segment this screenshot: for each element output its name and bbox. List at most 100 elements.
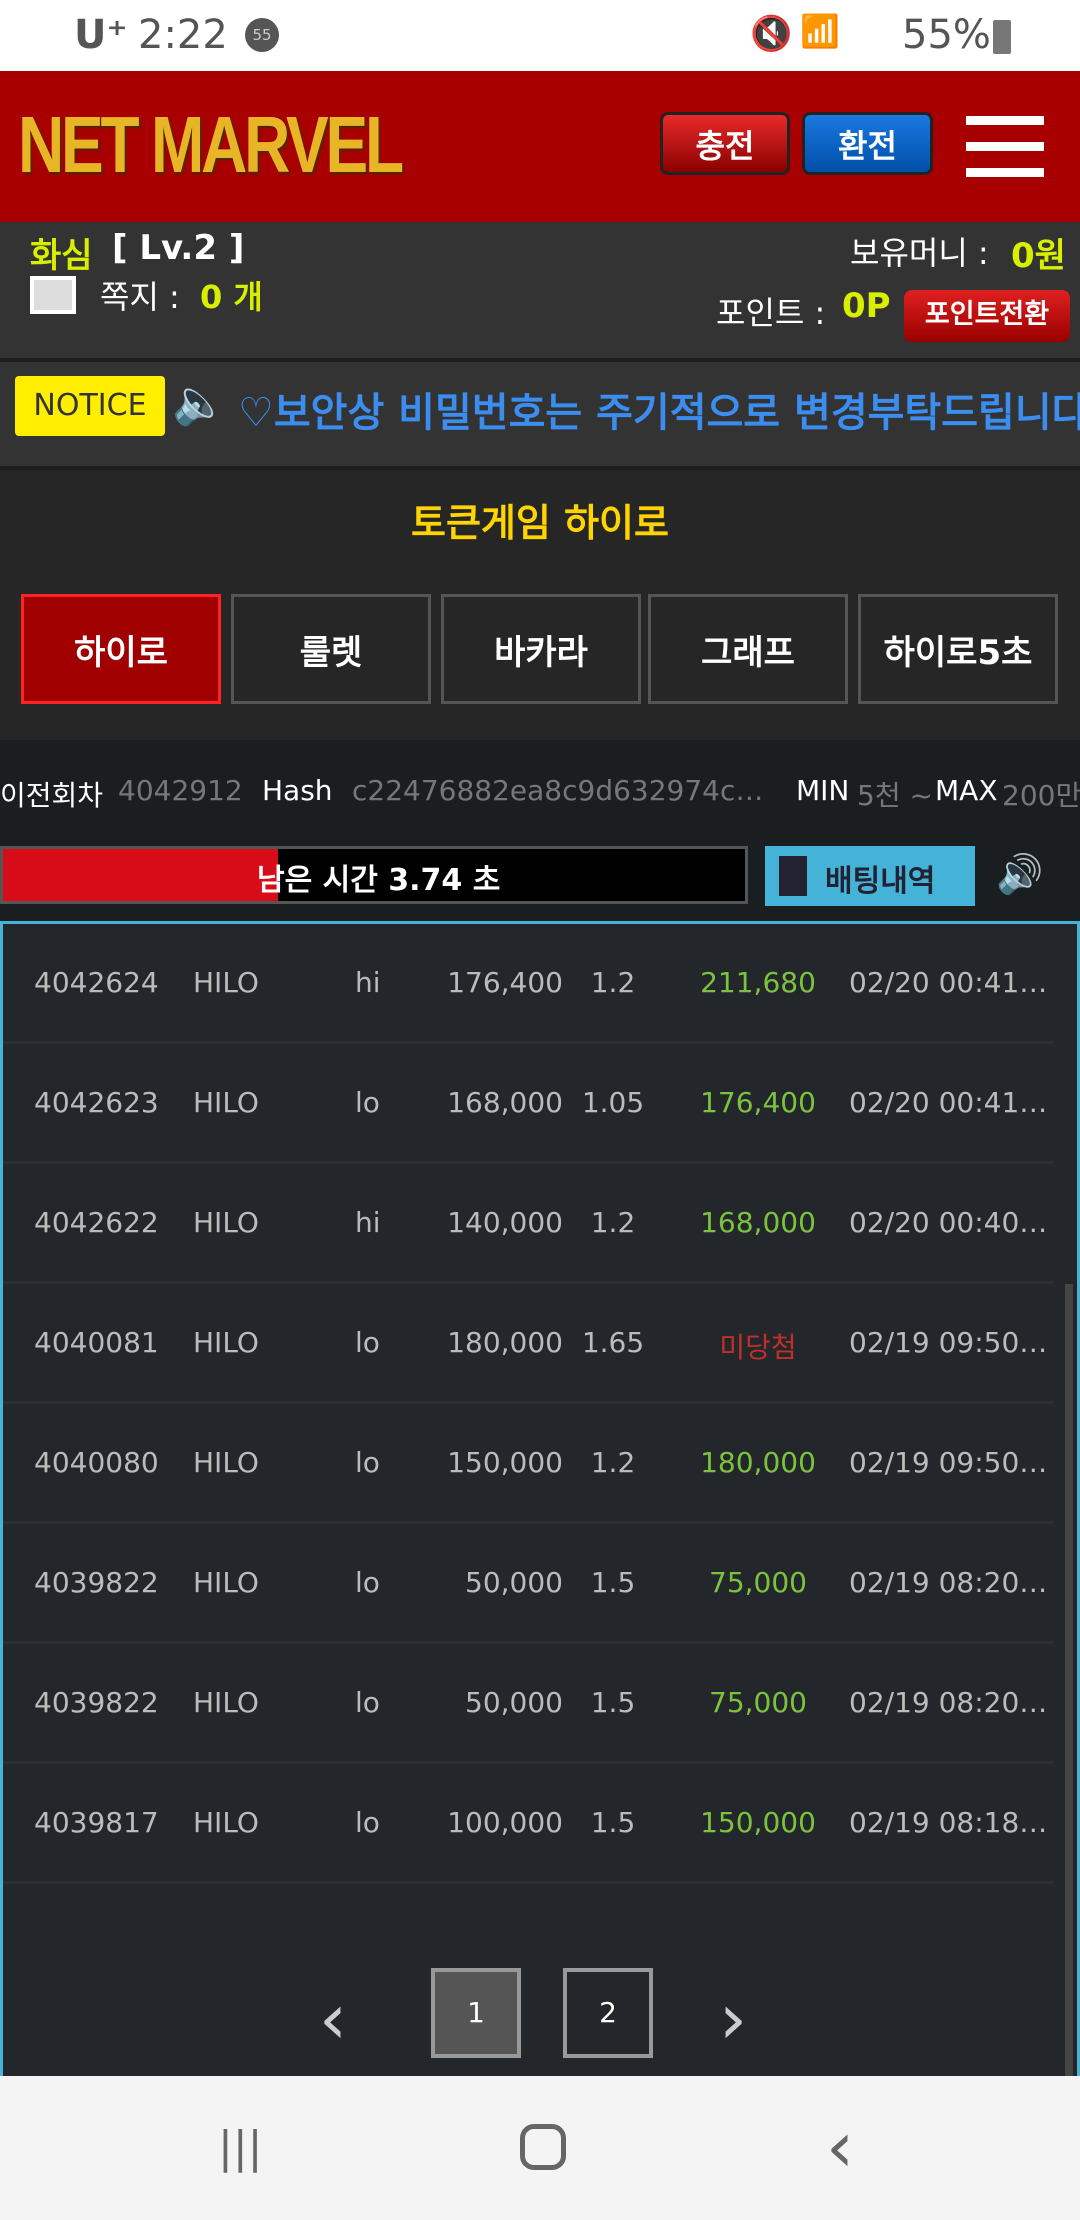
- page-1[interactable]: 1: [431, 1968, 521, 2058]
- prev-round-value: 4042912: [118, 774, 243, 807]
- bet-odds: 1.5: [590, 1566, 636, 1599]
- scrollbar[interactable]: [1065, 1284, 1073, 2084]
- bet-date: 02/20 00:40…: [849, 1206, 1048, 1239]
- next-page-icon[interactable]: ›: [719, 1978, 747, 2060]
- game-header: 토큰게임 하이로 하이로 룰렛 바카라 그래프 하이로5초: [0, 470, 1080, 740]
- battery-level: 55%: [902, 12, 991, 58]
- min-value: 5천 ~: [857, 779, 933, 812]
- bet-id: 4039822: [34, 1566, 159, 1599]
- max-label: MAX: [935, 774, 998, 807]
- bet-row: 4039817 HILO lo 100,000 1.5 150,000 02/19 08:1…: [3, 1764, 1053, 1884]
- bet-id: 4039822: [34, 1686, 159, 1719]
- bet-payout: 150,000: [700, 1806, 816, 1839]
- bet-amount: 150,000: [447, 1446, 563, 1479]
- site-header: NET MARVEL 충전 환전: [0, 71, 1080, 222]
- bet-amount: 180,000: [447, 1326, 563, 1359]
- game-title: 토큰게임 하이로: [411, 501, 669, 545]
- bet-date: 02/20 00:41…: [849, 966, 1048, 999]
- bet-pick: lo: [355, 1806, 380, 1839]
- bet-pick: lo: [355, 1086, 380, 1119]
- bet-pick: lo: [355, 1446, 380, 1479]
- bet-row: 4040081 HILO lo 180,000 1.65 미당첨 02/19 09:50…: [3, 1284, 1053, 1404]
- bet-payout: 211,680: [700, 966, 816, 999]
- bet-date: 02/19 08:20…: [849, 1566, 1048, 1599]
- money-value: 0원: [1011, 236, 1066, 276]
- bet-id: 4040080: [34, 1446, 159, 1479]
- bet-pick: lo: [355, 1686, 380, 1719]
- min-label: MIN: [796, 774, 850, 807]
- message-label: 쪽지 :: [100, 278, 180, 316]
- sound-icon[interactable]: 🔊: [996, 852, 1044, 896]
- notice-badge: NOTICE: [15, 376, 165, 436]
- bet-game: HILO: [193, 1686, 259, 1719]
- bet-date: 02/19 08:18…: [849, 1806, 1048, 1839]
- notification-badge: 55: [245, 18, 279, 52]
- status-bar: U⁺ 2:22 55 🔇 📶 55%: [0, 0, 1080, 71]
- timer-text: 남은 시간 3.74 초: [257, 863, 501, 898]
- bet-history-button[interactable]: 배팅내역: [765, 846, 975, 906]
- notice-text: ♡보안상 비밀번호는 주기적으로 변경부탁드립니다: [238, 390, 1080, 436]
- bet-row: 4042624 HILO hi 176,400 1.2 211,680 02/20 00:4…: [3, 924, 1053, 1044]
- bet-amount: 176,400: [447, 966, 563, 999]
- bet-payout: 180,000: [700, 1446, 816, 1479]
- hamburger-menu-icon[interactable]: [966, 116, 1044, 177]
- envelope-icon[interactable]: [30, 276, 76, 314]
- battery-icon: [993, 20, 1011, 54]
- carrier: U⁺: [74, 12, 128, 58]
- tab-roulette[interactable]: 룰렛: [231, 594, 431, 704]
- bet-history-panel: 4042624 HILO hi 176,400 1.2 211,680 02/20 00:4…: [0, 921, 1080, 2084]
- tab-graph[interactable]: 그래프: [648, 594, 848, 704]
- back-icon[interactable]: ‹: [826, 2106, 854, 2188]
- bet-game: HILO: [193, 1806, 259, 1839]
- charge-button[interactable]: 충전: [660, 112, 790, 175]
- bet-payout: 168,000: [700, 1206, 816, 1239]
- clock: 2:22: [138, 12, 228, 58]
- bet-payout: 75,000: [709, 1566, 807, 1599]
- bet-payout: 75,000: [709, 1686, 807, 1719]
- bet-amount: 50,000: [465, 1686, 563, 1719]
- timer-fill: [3, 849, 278, 901]
- bet-odds: 1.5: [590, 1806, 636, 1839]
- bet-odds: 1.5: [590, 1686, 636, 1719]
- max-value: 200만: [1002, 779, 1080, 812]
- exchange-button[interactable]: 환전: [802, 112, 933, 175]
- tab-hilo-5s[interactable]: 하이로5초: [858, 594, 1058, 704]
- message-count[interactable]: 0 개: [200, 278, 263, 316]
- logo[interactable]: NET MARVEL: [18, 100, 404, 189]
- bet-date: 02/19 09:50…: [849, 1446, 1048, 1479]
- bet-amount: 168,000: [447, 1086, 563, 1119]
- point-value: 0P: [842, 286, 891, 326]
- list-icon: [779, 856, 807, 896]
- bet-odds: 1.2: [590, 966, 636, 999]
- tab-hilo[interactable]: 하이로: [21, 594, 221, 704]
- bet-date: 02/19 09:50…: [849, 1326, 1048, 1359]
- prev-page-icon[interactable]: ‹: [319, 1978, 347, 2060]
- bet-row: 4042623 HILO lo 168,000 1.05 176,400 02/20 00:…: [3, 1044, 1053, 1164]
- mute-icon: 🔇: [750, 14, 793, 54]
- bet-odds: 1.05: [581, 1086, 645, 1119]
- bet-amount: 140,000: [447, 1206, 563, 1239]
- bet-odds: 1.65: [581, 1326, 645, 1359]
- bet-pick: lo: [355, 1566, 380, 1599]
- bet-amount: 100,000: [447, 1806, 563, 1839]
- point-label: 포인트 :: [716, 294, 826, 332]
- bet-id: 4042623: [34, 1086, 159, 1119]
- hash-value[interactable]: c22476882ea8c9d632974c…: [352, 774, 764, 807]
- bet-odds: 1.2: [590, 1206, 636, 1239]
- system-nav-bar: ||| ‹: [0, 2076, 1080, 2220]
- bet-id: 4039817: [34, 1806, 159, 1839]
- bet-payout: 미당첨: [719, 1331, 797, 1364]
- user-level: [ Lv.2 ]: [112, 228, 245, 268]
- bet-amount: 50,000: [465, 1566, 563, 1599]
- bet-pick: hi: [355, 966, 381, 999]
- tab-baccarat[interactable]: 바카라: [441, 594, 641, 704]
- bet-date: 02/19 08:20…: [849, 1686, 1048, 1719]
- bet-row: 4040080 HILO lo 150,000 1.2 180,000 02/19 09:5…: [3, 1404, 1053, 1524]
- bet-game: HILO: [193, 1326, 259, 1359]
- point-convert-button[interactable]: 포인트전환: [904, 290, 1070, 342]
- bet-game: HILO: [193, 1086, 259, 1119]
- recent-apps-icon[interactable]: |||: [218, 2122, 263, 2173]
- bet-odds: 1.2: [590, 1446, 636, 1479]
- home-icon[interactable]: [520, 2124, 566, 2170]
- page-2[interactable]: 2: [563, 1968, 653, 2058]
